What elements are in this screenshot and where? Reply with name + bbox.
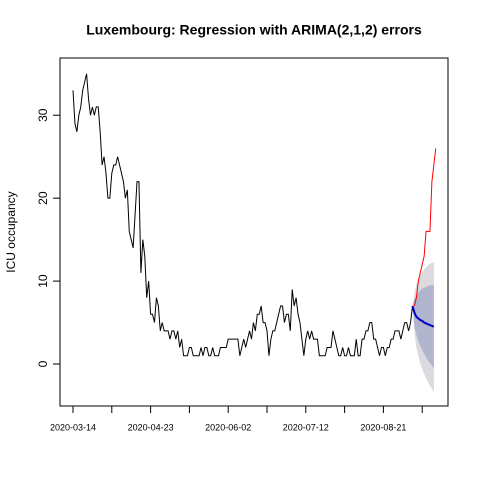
x-tick-label: 2020-04-23 bbox=[128, 422, 174, 432]
actual-line bbox=[413, 148, 437, 307]
plot-box bbox=[59, 57, 449, 407]
x-tick-label: 2020-03-14 bbox=[50, 422, 96, 432]
y-tick-label: 10 bbox=[36, 274, 50, 288]
y-tick-label: 0 bbox=[36, 360, 50, 367]
y-tick-label: 30 bbox=[36, 108, 50, 122]
x-tick-label: 2020-06-02 bbox=[205, 422, 251, 432]
forecast-line bbox=[411, 305, 435, 328]
x-tick-label: 2020-08-21 bbox=[360, 422, 406, 432]
observed-line bbox=[72, 73, 413, 357]
chart-title: Luxembourg: Regression with ARIMA(2,1,2)… bbox=[86, 22, 422, 38]
y-axis-label: ICU occupancy bbox=[4, 191, 18, 272]
x-tick-label: 2020-07-12 bbox=[283, 422, 329, 432]
y-tick-label: 20 bbox=[36, 191, 50, 205]
interval-80 bbox=[412, 284, 434, 369]
